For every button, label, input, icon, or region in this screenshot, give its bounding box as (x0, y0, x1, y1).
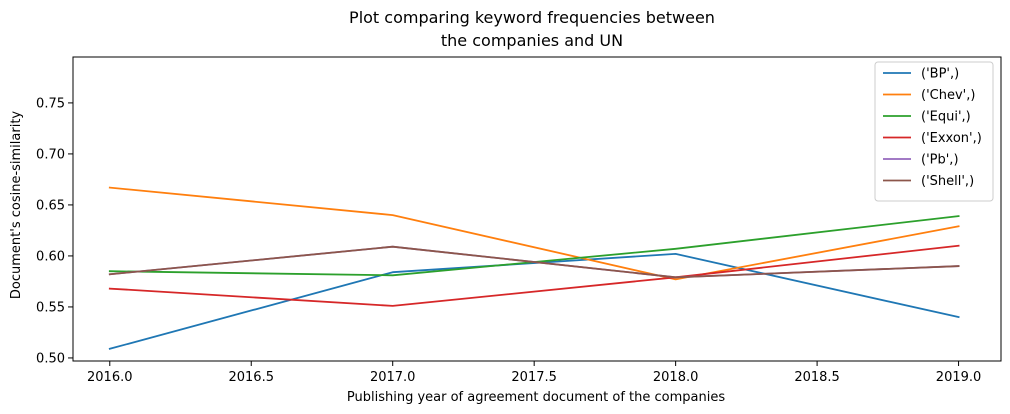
x-tick-label: 2016.5 (228, 370, 274, 385)
x-tick-label: 2019.0 (936, 370, 982, 385)
series-line-0 (108, 252, 960, 350)
y-tick-label: 0.60 (36, 249, 65, 264)
y-tick-label: 0.50 (36, 351, 65, 366)
legend-label: ('BP',) (921, 67, 959, 82)
plot-frame (72, 56, 1002, 362)
x-tick-label: 2017.0 (370, 370, 416, 385)
y-axis-label: Document's cosine-similarity (9, 111, 24, 300)
series-line-2 (108, 215, 960, 277)
y-tick-label: 0.75 (36, 96, 65, 111)
x-tick-label: 2018.5 (794, 370, 840, 385)
series-line-1 (108, 186, 960, 281)
series-line-3 (108, 244, 960, 307)
legend-label: ('Chev',) (921, 88, 975, 103)
plot-area: 2016.0 2016.5 2017.0 2017.5 2018.0 2018.5 2019… (36, 56, 1002, 385)
legend-label: ('Shell',) (921, 174, 974, 189)
x-tick-label: 2018.0 (653, 370, 699, 385)
legend-box (874, 61, 994, 202)
y-tick-label: 0.70 (36, 147, 65, 162)
legend-label: ('Equi',) (921, 110, 971, 125)
chart-title-line-1: Plot comparing keyword frequencies betwe… (349, 8, 715, 27)
y-tick-label: 0.65 (36, 198, 65, 213)
series-line-5 (108, 245, 960, 279)
y-tick-label: 0.55 (36, 300, 65, 315)
x-axis-label: Publishing year of agreement document of… (347, 390, 725, 405)
legend: ('BP',) ('Chev',) ('Equi',) ('Exxon',) ('Pb'… (874, 61, 994, 202)
x-tick-label: 2017.5 (511, 370, 557, 385)
legend-label: ('Exxon',) (921, 131, 982, 146)
legend-label: ('Pb',) (921, 153, 959, 168)
chart-title-line-2: the companies and UN (441, 31, 623, 50)
x-tick-label: 2016.0 (87, 370, 133, 385)
